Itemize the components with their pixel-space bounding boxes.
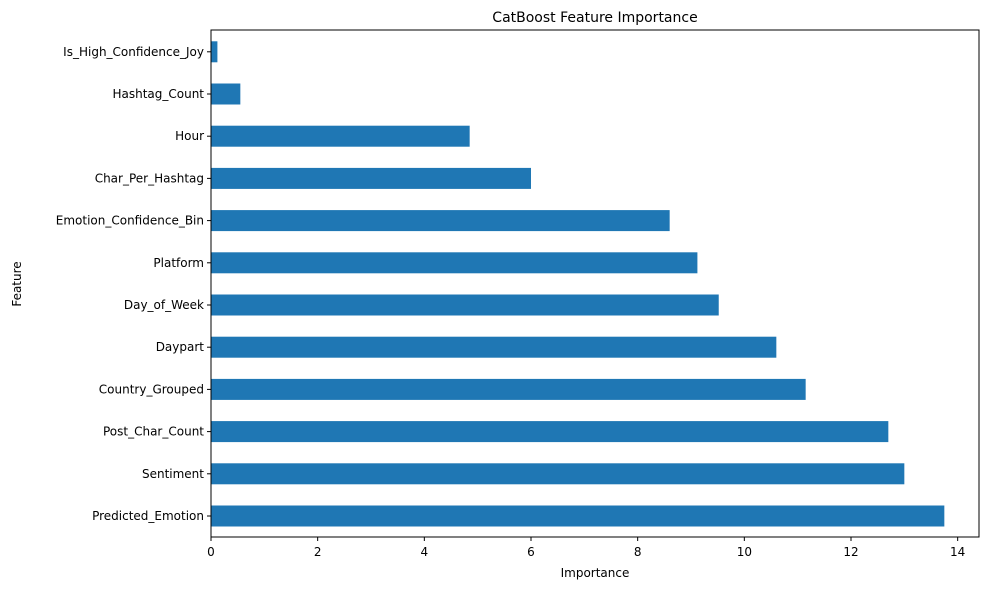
bar-daypart — [211, 336, 777, 358]
y-tick-label: Is_High_Confidence_Joy — [63, 45, 204, 59]
y-tick-label: Day_of_Week — [124, 298, 204, 312]
y-axis-title: Feature — [10, 261, 24, 306]
y-tick-label: Daypart — [156, 340, 205, 354]
bar-day-of-week — [211, 294, 719, 316]
y-tick-label: Hour — [175, 129, 204, 143]
y-tick-label: Post_Char_Count — [103, 425, 204, 439]
x-tick-label: 10 — [737, 545, 752, 559]
x-tick-label: 2 — [314, 545, 322, 559]
y-tick-label: Emotion_Confidence_Bin — [56, 214, 204, 228]
x-tick-label: 0 — [207, 545, 215, 559]
bar-country-grouped — [211, 378, 806, 400]
bar-predicted-emotion — [211, 505, 945, 527]
y-tick-label: Platform — [153, 256, 204, 270]
x-axis-title: Importance — [561, 566, 630, 580]
x-tick-label: 12 — [843, 545, 858, 559]
x-tick-label: 8 — [634, 545, 642, 559]
y-tick-label: Char_Per_Hashtag — [95, 171, 204, 185]
chart-title: CatBoost Feature Importance — [492, 10, 697, 26]
bar-char-per-hashtag — [211, 167, 531, 189]
y-tick-label: Sentiment — [142, 467, 204, 481]
ticks: Predicted_Emotion Sentiment Post_Char_Coun… — [56, 45, 966, 559]
y-tick-label: Hashtag_Count — [112, 87, 204, 101]
bar-is-high-confidence-joy — [211, 41, 218, 63]
x-tick-label: 6 — [527, 545, 535, 559]
axes — [210, 29, 980, 538]
bars — [211, 41, 945, 527]
bar-hour — [211, 125, 470, 147]
plot-frame — [210, 29, 980, 538]
y-tick-label: Country_Grouped — [99, 382, 204, 396]
bar-hashtag-count — [211, 83, 241, 105]
x-tick-label: 14 — [950, 545, 965, 559]
x-tick-label: 4 — [421, 545, 429, 559]
bar-platform — [211, 252, 698, 274]
bar-post-char-count — [211, 421, 889, 443]
bar-emotion-confidence-bin — [211, 210, 670, 232]
y-tick-label: Predicted_Emotion — [92, 509, 204, 523]
bar-sentiment — [211, 463, 905, 485]
